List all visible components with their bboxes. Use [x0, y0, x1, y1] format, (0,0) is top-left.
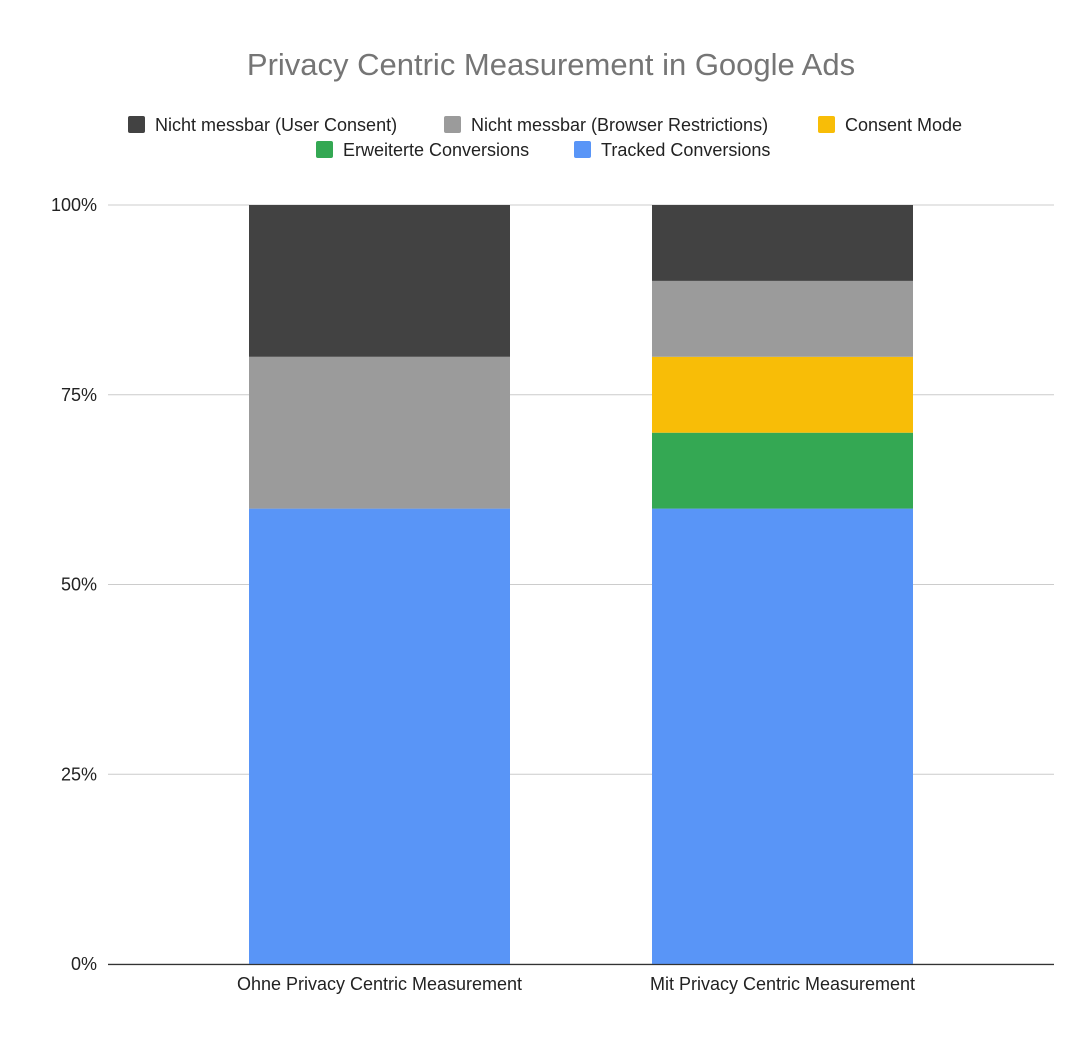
- bar-segment: [652, 432, 913, 509]
- bar-segments: [249, 205, 913, 964]
- bar-segment: [652, 280, 913, 357]
- legend-label: Nicht messbar (User Consent): [155, 115, 397, 135]
- bar-segment: [652, 205, 913, 281]
- legend-label: Consent Mode: [845, 115, 962, 135]
- chart-title: Privacy Centric Measurement in Google Ad…: [247, 47, 855, 82]
- y-tick-label: 50%: [61, 575, 97, 595]
- legend: Nicht messbar (User Consent) Nicht messb…: [128, 115, 962, 160]
- bar-segment: [652, 508, 913, 964]
- x-category-label: Mit Privacy Centric Measurement: [650, 974, 915, 994]
- bar-segment: [249, 356, 510, 509]
- y-axis-ticks: 0% 25% 50% 75% 100%: [51, 195, 97, 974]
- bar-segment: [249, 508, 510, 964]
- legend-label: Nicht messbar (Browser Restrictions): [471, 115, 768, 135]
- legend-label: Tracked Conversions: [601, 140, 770, 160]
- y-tick-label: 100%: [51, 195, 97, 215]
- legend-swatch: [444, 116, 461, 133]
- x-category-label: Ohne Privacy Centric Measurement: [237, 974, 522, 994]
- bar-segment: [249, 205, 510, 357]
- legend-label: Erweiterte Conversions: [343, 140, 529, 160]
- legend-swatch: [316, 141, 333, 158]
- legend-swatch: [574, 141, 591, 158]
- bar-segment: [652, 356, 913, 433]
- y-tick-label: 25%: [61, 764, 97, 784]
- legend-swatch: [128, 116, 145, 133]
- x-axis-labels: Ohne Privacy Centric Measurement Mit Pri…: [237, 974, 915, 994]
- y-tick-label: 0%: [71, 954, 97, 974]
- legend-swatch: [818, 116, 835, 133]
- y-tick-label: 75%: [61, 385, 97, 405]
